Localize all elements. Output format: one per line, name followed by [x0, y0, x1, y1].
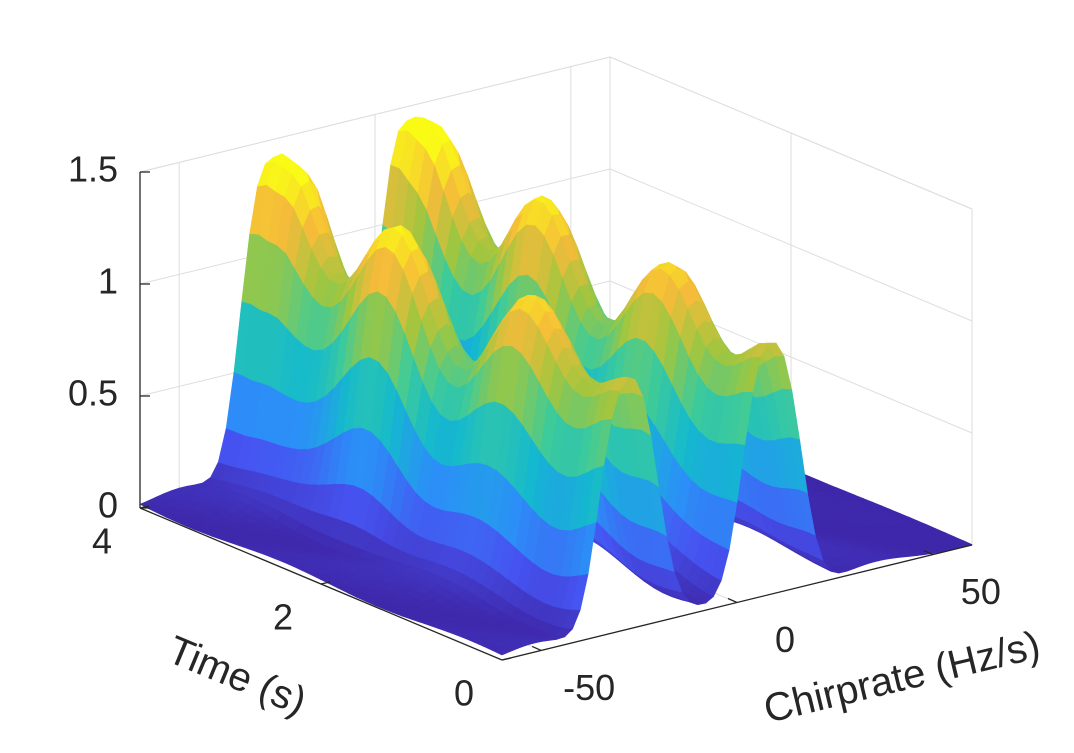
surface	[139, 116, 973, 656]
z-tick-label: 0.5	[68, 373, 118, 414]
z-tick-label: 1	[98, 261, 118, 302]
y-tick-mark	[139, 505, 150, 509]
box-edge	[609, 56, 973, 210]
axes: 0 0.5 1 1.5 -50 0 50 0 2 4	[68, 149, 1001, 714]
y-tick-label: 2	[273, 597, 293, 638]
y-axis-label: Time (s)	[162, 628, 313, 724]
x-tick-mark	[923, 549, 934, 556]
z-tick-label: 1.5	[68, 149, 118, 190]
x-tick-label: 50	[961, 571, 1001, 612]
y-tick-mark	[320, 581, 331, 585]
z-tick-label: 0	[98, 485, 118, 526]
y-tick-label: 0	[454, 673, 474, 714]
x-tick-mark	[531, 645, 542, 652]
x-tick-mark	[727, 597, 738, 604]
x-axis-label: Chirprate (Hz/s)	[760, 623, 1045, 732]
y-tick-mark	[501, 657, 512, 661]
box-edge	[139, 56, 611, 173]
y-tick-label: 4	[92, 521, 112, 562]
x-tick-label: 0	[775, 619, 795, 660]
x-tick-label: -50	[563, 667, 615, 708]
